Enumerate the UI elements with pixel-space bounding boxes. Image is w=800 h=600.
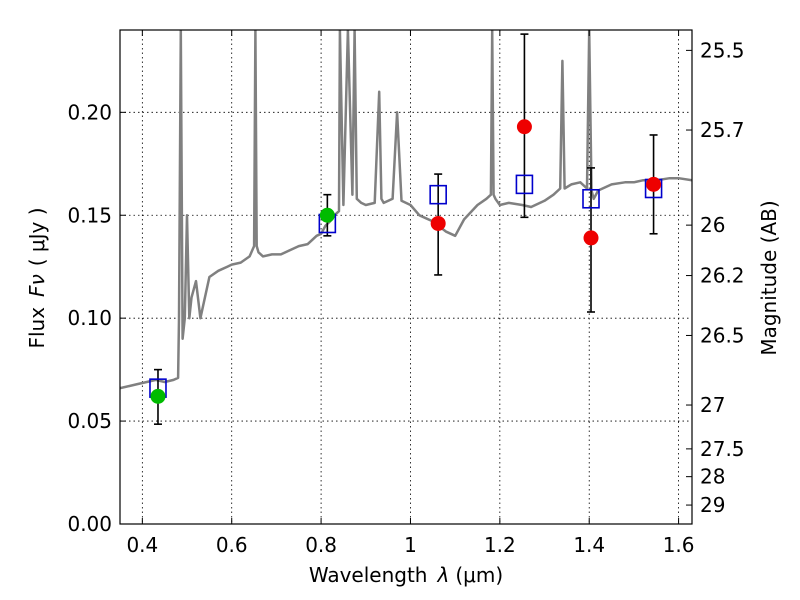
model-photometry-square xyxy=(582,188,600,209)
spectrum-line xyxy=(120,30,692,390)
y-tick-label: 0.15 xyxy=(67,203,112,227)
x-tick-label: 0.4 xyxy=(126,533,158,557)
right-tick-label: 27.5 xyxy=(700,437,745,461)
x-tick-label: 1 xyxy=(404,533,417,557)
observed-photometry-point xyxy=(319,207,335,223)
y-tick-label: 0.05 xyxy=(67,409,112,433)
y-tick-label: 0.10 xyxy=(67,306,112,330)
right-tick-label: 26.2 xyxy=(700,264,745,288)
observed-photometry-point xyxy=(150,388,166,404)
x-tick-label: 1.6 xyxy=(663,533,695,557)
right-tick-label: 26 xyxy=(700,213,725,237)
observed-photometry-point xyxy=(430,215,446,231)
model-photometry-square xyxy=(515,174,534,195)
x-axis-label: Wavelength λ (μm) xyxy=(309,563,503,587)
x-tick-label: 0.6 xyxy=(216,533,248,557)
error-bars xyxy=(153,33,658,425)
grid-lines xyxy=(120,30,692,525)
y-tick-label: 0.20 xyxy=(67,100,112,124)
x-tick-label: 1.2 xyxy=(484,533,516,557)
right-tick-label: 26.5 xyxy=(700,323,745,347)
right-tick-label: 29 xyxy=(700,493,725,517)
right-tick-label: 25.5 xyxy=(700,38,745,62)
observed-photometry-point xyxy=(583,230,599,246)
x-tick-label: 1.4 xyxy=(573,533,605,557)
y-tick-label: 0.00 xyxy=(67,512,112,536)
model-photometry-square xyxy=(429,184,447,205)
model-photometry-series xyxy=(149,174,663,398)
observed-photometry-point xyxy=(516,119,532,135)
right-axis-label: Magnitude (AB) xyxy=(757,200,781,355)
y-axis-label: FluxFν( μJy ) xyxy=(25,207,49,348)
right-tick-label: 28 xyxy=(700,465,725,489)
x-tick-label: 0.8 xyxy=(305,533,337,557)
spectrum-series xyxy=(120,30,692,390)
right-tick-label: 27 xyxy=(700,393,725,417)
axis-ticks: 0.4 0.6 0.8 1 1.2 1.4 1.6 0.00 0.05 0.10 0.15 0.20 2… xyxy=(67,30,745,557)
plot-frame xyxy=(119,29,693,525)
observed-photometry-series xyxy=(150,119,662,404)
observed-photometry-point xyxy=(646,176,662,192)
right-tick-label: 25.7 xyxy=(700,118,745,142)
